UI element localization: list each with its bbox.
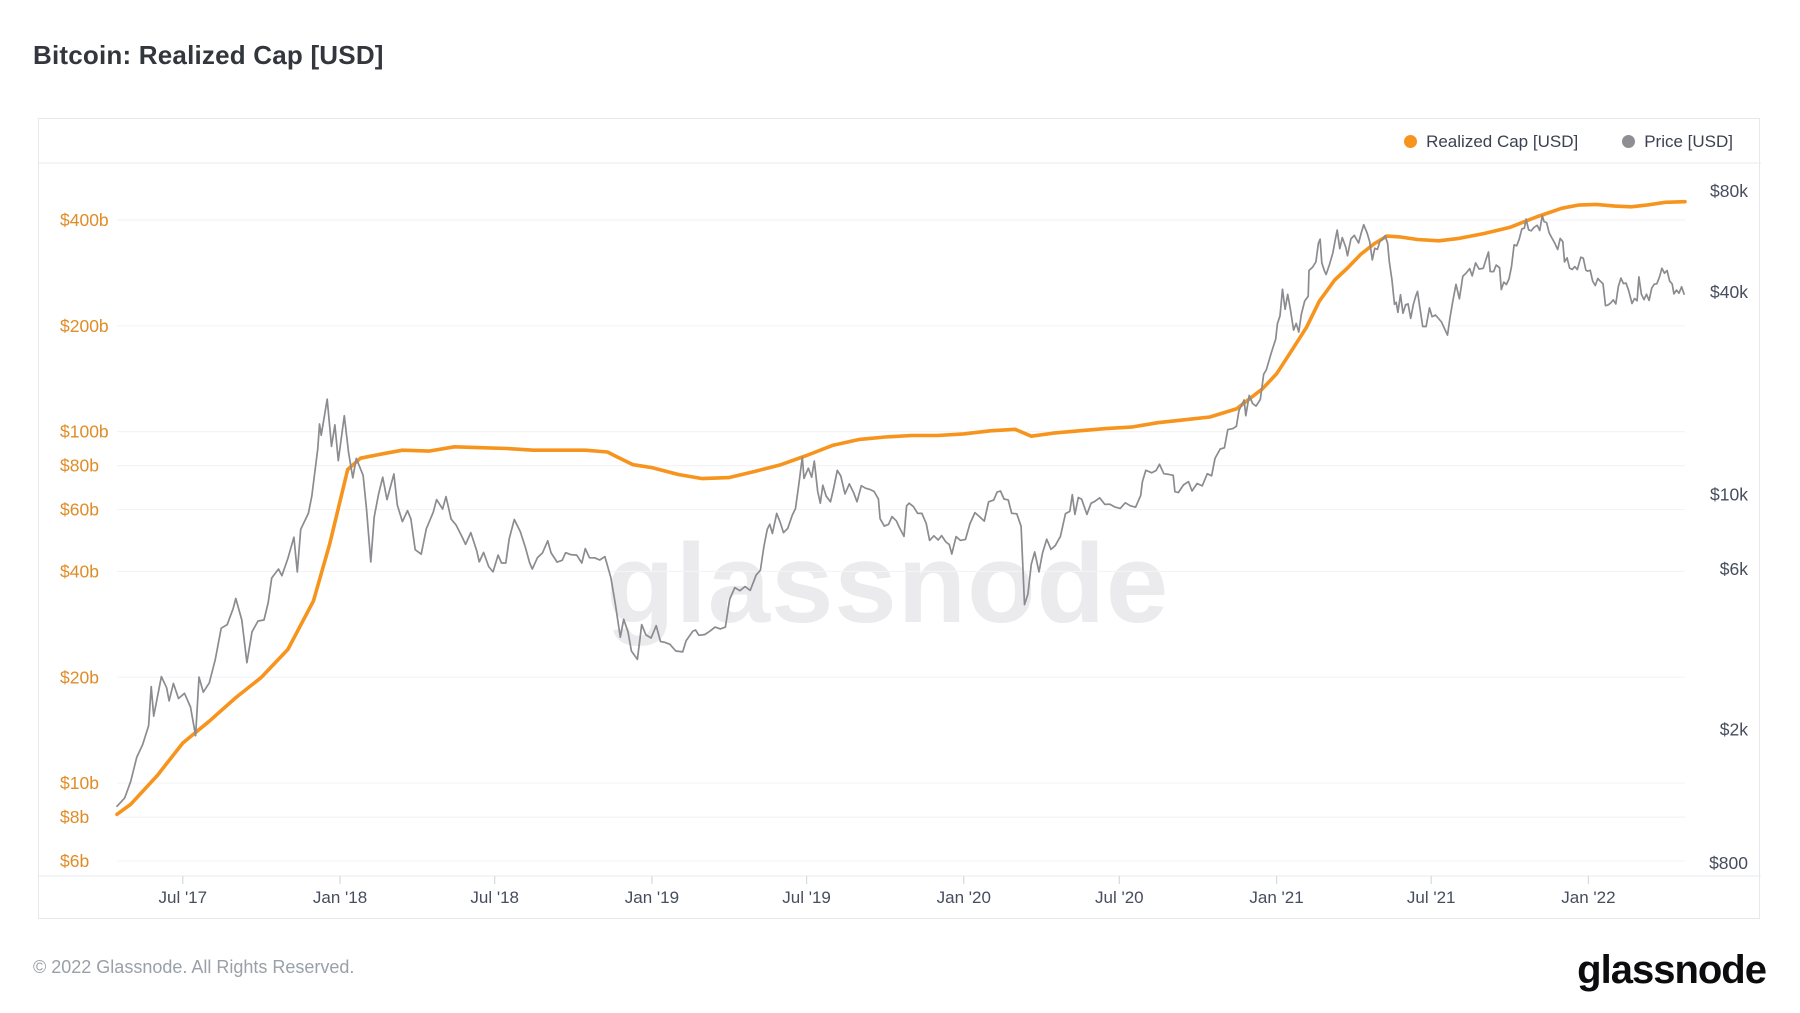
x-tick-label: Jan '22 xyxy=(1561,888,1615,907)
x-tick-label: Jul '19 xyxy=(782,888,831,907)
chart-legend: Realized Cap [USD] Price [USD] xyxy=(39,119,1759,164)
x-tick-label: Jan '19 xyxy=(625,888,679,907)
x-tick-label: Jul '21 xyxy=(1407,888,1456,907)
y-right-tick-label: $40k xyxy=(1710,282,1748,302)
x-tick-label: Jan '21 xyxy=(1249,888,1303,907)
x-tick-label: Jul '20 xyxy=(1095,888,1144,907)
x-tick-label: Jan '20 xyxy=(937,888,991,907)
x-tick-label: Jul '17 xyxy=(158,888,207,907)
y-left-tick-label: $60b xyxy=(60,500,99,520)
x-tick-label: Jul '18 xyxy=(470,888,519,907)
y-left-tick-label: $10b xyxy=(60,773,99,793)
y-left-tick-label: $400b xyxy=(60,210,109,230)
y-right-tick-label: $2k xyxy=(1720,719,1748,739)
footer-copyright: © 2022 Glassnode. All Rights Reserved. xyxy=(33,957,355,977)
legend-label-price: Price [USD] xyxy=(1644,131,1733,151)
chart-card: Realized Cap [USD] Price [USD] glassnode xyxy=(38,118,1760,919)
y-left-tick-label: $20b xyxy=(60,667,99,687)
y-right-tick-label: $6k xyxy=(1720,559,1748,579)
legend-label-realized-cap: Realized Cap [USD] xyxy=(1426,131,1579,151)
legend-item-realized-cap[interactable]: Realized Cap [USD] xyxy=(1404,132,1578,152)
price-dot-icon xyxy=(1622,135,1636,148)
y-left-tick-label: $40b xyxy=(60,561,99,581)
page-title: Bitcoin: Realized Cap [USD] xyxy=(33,40,384,70)
series-line-price[interactable] xyxy=(116,214,1685,808)
page-footer: © 2022 Glassnode. All Rights Reserved. g… xyxy=(0,940,1800,1013)
y-left-tick-label: $100b xyxy=(60,422,109,442)
y-left-tick-label: $200b xyxy=(60,316,109,336)
y-left-tick-label: $80b xyxy=(60,456,99,476)
y-right-tick-label: $10k xyxy=(1710,484,1748,504)
realized-cap-dot-icon xyxy=(1404,135,1418,148)
x-tick-label: Jan '18 xyxy=(313,888,367,907)
series-line-realized-cap[interactable] xyxy=(115,199,1687,817)
y-right-tick-label: $80k xyxy=(1710,181,1748,201)
y-left-tick-label: $6b xyxy=(60,851,89,871)
y-left-tick-label: $8b xyxy=(60,807,89,827)
legend-item-price[interactable]: Price [USD] xyxy=(1622,132,1733,152)
glassnode-logo: glassnode xyxy=(1577,948,1767,992)
y-right-tick-label: $800 xyxy=(1709,853,1748,873)
